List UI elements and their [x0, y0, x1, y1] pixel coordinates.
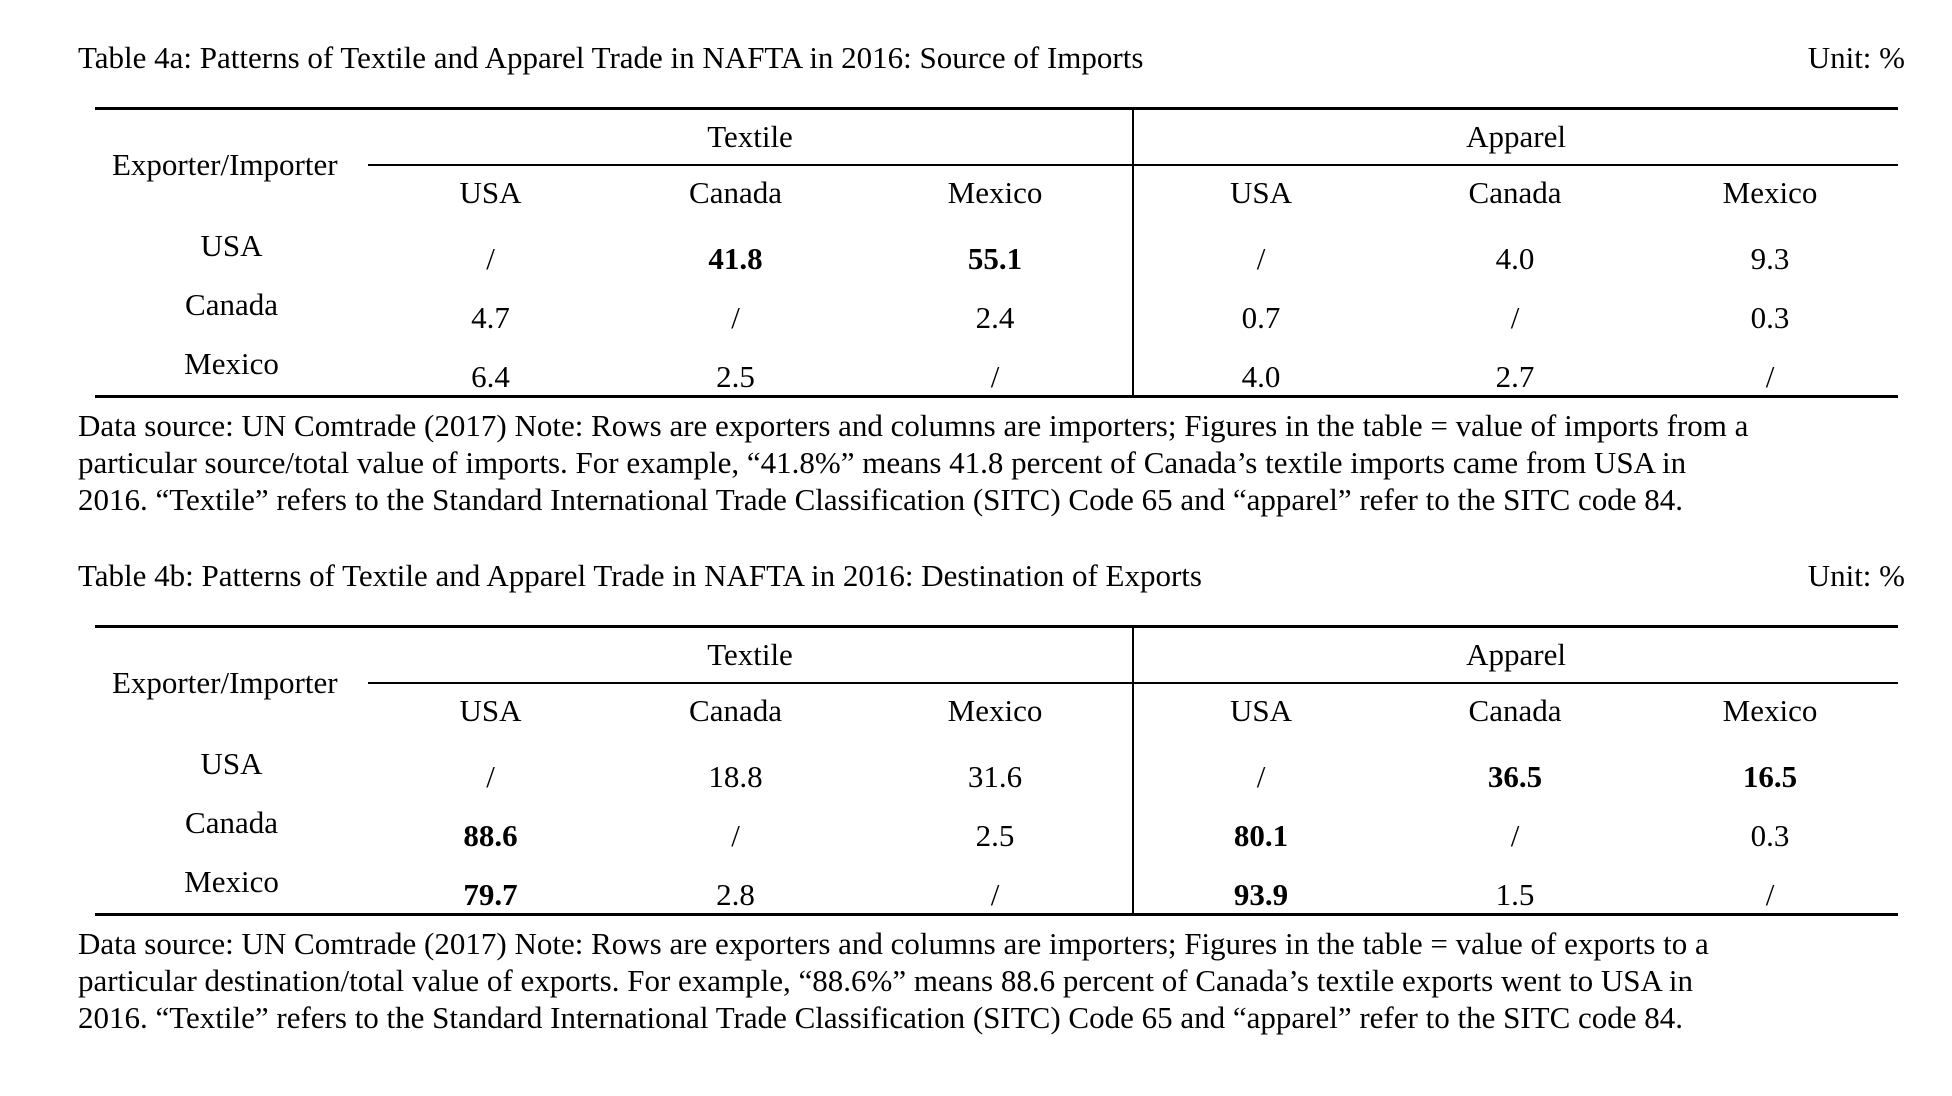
- value-cell: 55.1: [967, 240, 1023, 276]
- table-4b-group-textile: Textile: [368, 626, 1134, 684]
- value-cell: /: [486, 758, 495, 794]
- value-cell: 2.8: [716, 876, 755, 912]
- table-4b-caption: Table 4b: Patterns of Textile and Appare…: [78, 558, 1202, 593]
- value-cell: 41.8: [708, 240, 763, 276]
- value-cell: 88.6: [463, 817, 518, 853]
- row-label-mexico: Mexico: [184, 345, 279, 381]
- note-line: 2016. “Textile” refers to the Standard I…: [78, 482, 1684, 517]
- table-4b-column-header-row: USA Canada Mexico USA Canada Mexico: [95, 682, 1898, 738]
- value-cell: 1.5: [1495, 876, 1535, 912]
- note-line: Data source: UN Comtrade (2017) Note: Ro…: [78, 408, 1749, 443]
- value-cell: 16.5: [1742, 758, 1798, 794]
- value-cell: 4.0: [1132, 337, 1389, 397]
- table-4b-section: Table 4b: Patterns of Textile and Appare…: [78, 558, 1914, 1036]
- value-cell: /: [1510, 299, 1520, 335]
- column-header: Canada: [689, 174, 782, 210]
- value-cell: /: [731, 817, 740, 853]
- table-row-usa: USA / 18.8 31.6 / 36.5 16.5: [95, 737, 1898, 797]
- table-4a-note: Data source: UN Comtrade (2017) Note: Ro…: [78, 407, 1905, 518]
- table-4a-section: Table 4a: Patterns of Textile and Appare…: [78, 40, 1914, 518]
- table-4b-unit-label: Unit: %: [1807, 558, 1905, 593]
- value-cell: 2.7: [1495, 358, 1535, 394]
- note-line: particular source/total value of imports…: [78, 445, 1687, 480]
- value-cell: /: [1510, 817, 1520, 853]
- column-header: USA: [459, 174, 522, 210]
- value-cell: 31.6: [967, 758, 1023, 794]
- value-cell: /: [1765, 358, 1775, 394]
- value-cell: 2.4: [975, 299, 1015, 335]
- column-header: USA: [1132, 164, 1389, 220]
- value-cell: /: [990, 358, 1000, 394]
- table-4a-unit-label: Unit: %: [1807, 40, 1905, 75]
- table-4b-title-row: Table 4b: Patterns of Textile and Appare…: [78, 558, 1905, 594]
- column-header: Mexico: [1722, 174, 1818, 210]
- value-cell: /: [486, 240, 495, 276]
- value-cell: 2.5: [975, 817, 1015, 853]
- table-4a: Exporter/Importer Textile Apparel USA Ca…: [95, 107, 1899, 398]
- table-4b: Exporter/Importer Textile Apparel USA Ca…: [95, 625, 1899, 916]
- row-label-mexico: Mexico: [184, 863, 279, 899]
- note-line: Data source: UN Comtrade (2017) Note: Ro…: [78, 926, 1709, 961]
- row-label-usa: USA: [200, 227, 263, 263]
- table-row-usa: USA / 41.8 55.1 / 4.0 9.3: [95, 219, 1898, 279]
- value-cell: /: [1765, 876, 1775, 912]
- column-header: USA: [459, 692, 522, 728]
- value-cell: 4.0: [1495, 240, 1535, 276]
- value-cell: 18.8: [708, 758, 763, 794]
- table-4a-caption: Table 4a: Patterns of Textile and Appare…: [78, 40, 1144, 75]
- table-row-canada: Canada 4.7 / 2.4 0.7 / 0.3: [95, 278, 1898, 338]
- value-cell: 6.4: [471, 358, 510, 394]
- column-header: Canada: [689, 692, 782, 728]
- column-header: Mexico: [947, 692, 1043, 728]
- row-label-canada: Canada: [185, 286, 278, 322]
- table-4b-corner-label: Exporter/Importer: [112, 664, 338, 700]
- table-4a-group-apparel: Apparel: [1132, 108, 1899, 166]
- table-4b-note: Data source: UN Comtrade (2017) Note: Ro…: [78, 925, 1905, 1036]
- value-cell: /: [990, 876, 1000, 912]
- table-4a-group-textile: Textile: [368, 108, 1134, 166]
- table-row-mexico: Mexico 79.7 2.8 / 93.9 1.5 /: [95, 855, 1898, 915]
- value-cell: 0.3: [1750, 299, 1790, 335]
- table-4b-group-apparel: Apparel: [1132, 626, 1899, 684]
- value-cell: /: [731, 299, 740, 335]
- column-header: Mexico: [947, 174, 1043, 210]
- table-row-canada: Canada 88.6 / 2.5 80.1 / 0.3: [95, 796, 1898, 856]
- table-4a-column-header-row: USA Canada Mexico USA Canada Mexico: [95, 164, 1898, 220]
- column-header: USA: [1132, 682, 1389, 738]
- row-label-usa: USA: [200, 745, 263, 781]
- row-label-canada: Canada: [185, 804, 278, 840]
- value-cell: 9.3: [1750, 240, 1790, 276]
- note-line: particular destination/total value of ex…: [78, 963, 1694, 998]
- value-cell: 36.5: [1487, 758, 1543, 794]
- value-cell: 80.1: [1132, 796, 1389, 856]
- value-cell: 4.7: [471, 299, 510, 335]
- value-cell: 93.9: [1132, 855, 1389, 915]
- value-cell: 2.5: [716, 358, 755, 394]
- value-cell: /: [1132, 219, 1389, 279]
- value-cell: /: [1132, 737, 1389, 797]
- table-4b-group-header-row: Exporter/Importer Textile Apparel: [95, 626, 1899, 700]
- column-header: Canada: [1468, 174, 1562, 210]
- note-line: 2016. “Textile” refers to the Standard I…: [78, 1000, 1684, 1035]
- column-header: Mexico: [1722, 692, 1818, 728]
- value-cell: 0.3: [1750, 817, 1790, 853]
- table-4a-corner-label: Exporter/Importer: [112, 146, 338, 182]
- table-4a-title-row: Table 4a: Patterns of Textile and Appare…: [78, 40, 1905, 76]
- column-header: Canada: [1468, 692, 1562, 728]
- value-cell: 0.7: [1132, 278, 1389, 338]
- value-cell: 79.7: [463, 876, 518, 912]
- table-row-mexico: Mexico 6.4 2.5 / 4.0 2.7 /: [95, 337, 1898, 397]
- table-4a-group-header-row: Exporter/Importer Textile Apparel: [95, 108, 1899, 182]
